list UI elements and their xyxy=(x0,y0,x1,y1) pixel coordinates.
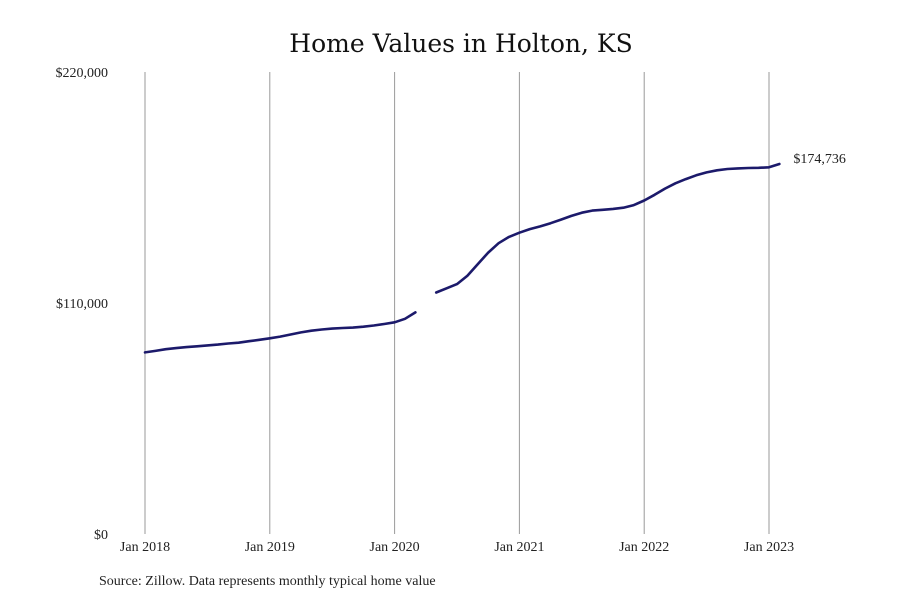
y-tick-label: $110,000 xyxy=(56,297,108,312)
x-tick-label: Jan 2022 xyxy=(619,540,669,555)
gridlines xyxy=(144,72,770,534)
x-tick-label: Jan 2019 xyxy=(245,540,295,555)
x-tick-label: Jan 2018 xyxy=(120,540,170,555)
x-tick-label: Jan 2020 xyxy=(370,540,420,555)
x-tick-label: Jan 2023 xyxy=(744,540,794,555)
series-line-segment-0 xyxy=(143,311,417,354)
y-tick-label: $220,000 xyxy=(56,66,109,81)
source-note: Source: Zillow. Data represents monthly … xyxy=(99,574,436,589)
y-axis-ticks: $0 $110,000 $220,000 xyxy=(56,66,109,543)
y-tick-label: $0 xyxy=(94,528,108,543)
x-tick-label: Jan 2021 xyxy=(494,540,544,555)
chart-title: Home Values in Holton, KS xyxy=(289,29,632,58)
series-line-segment-1 xyxy=(434,162,781,294)
x-axis-ticks: Jan 2018 Jan 2019 Jan 2020 Jan 2021 Jan 2022… xyxy=(120,540,794,555)
series-line-group xyxy=(143,162,781,354)
last-value-label: $174,736 xyxy=(793,152,846,167)
